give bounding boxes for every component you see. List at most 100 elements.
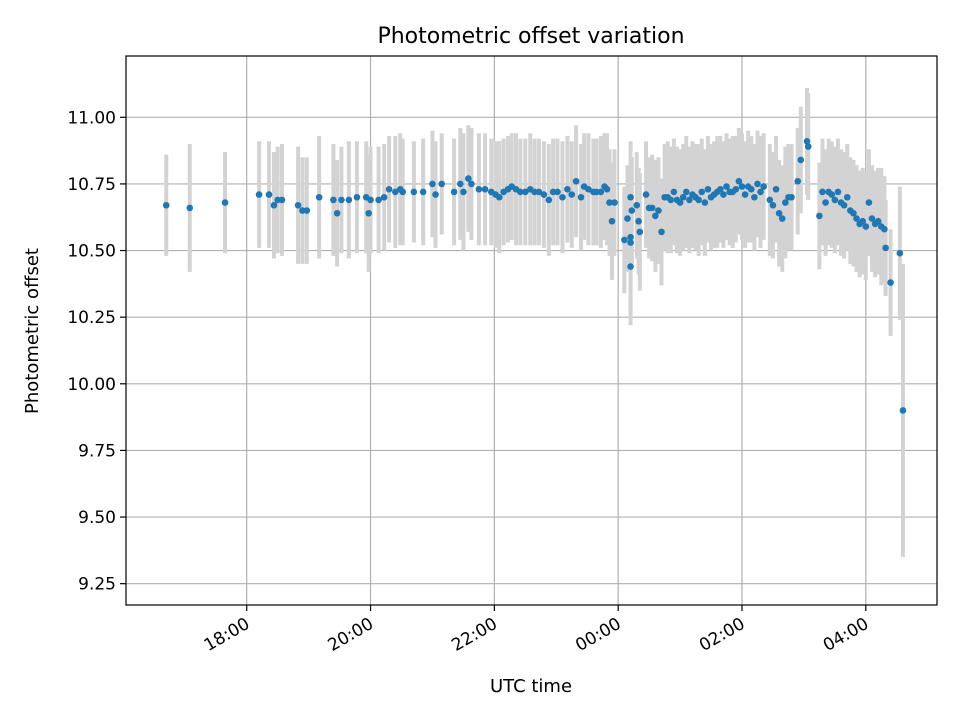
data-point: [874, 217, 882, 225]
data-point: [717, 185, 724, 193]
data-point: [540, 191, 548, 198]
data-point: [853, 215, 860, 222]
data-point: [585, 185, 592, 193]
data-point: [859, 217, 867, 225]
data-point: [333, 209, 341, 217]
data-point: [535, 188, 543, 196]
data-point: [635, 217, 642, 225]
data-point: [621, 236, 628, 244]
data-point: [695, 196, 702, 204]
data-point: [572, 177, 580, 185]
data-point: [627, 233, 634, 241]
data-point: [882, 244, 889, 252]
data-point: [624, 215, 631, 222]
data-point: [741, 191, 749, 198]
data-point: [330, 196, 337, 204]
data-point: [679, 193, 687, 201]
y-tick-label: 10.75: [67, 175, 116, 195]
data-point: [766, 196, 774, 204]
data-point: [732, 185, 740, 193]
data-point: [655, 207, 662, 214]
data-point: [747, 185, 755, 193]
data-point: [399, 188, 407, 196]
data-point: [559, 193, 566, 201]
plot-frame: [125, 55, 938, 606]
data-point: [704, 185, 712, 193]
data-point: [564, 185, 571, 193]
data-point: [667, 196, 675, 204]
y-tick-label: 9.25: [78, 575, 116, 595]
data-point: [608, 217, 616, 225]
data-point: [735, 177, 743, 185]
y-tick-label: 9.75: [78, 441, 116, 461]
data-point: [652, 212, 659, 220]
y-tick-label: 10.25: [67, 308, 116, 328]
data-point: [887, 279, 894, 286]
data-points: [162, 137, 907, 414]
data-point: [278, 196, 286, 204]
data-point: [843, 193, 851, 201]
data-point: [429, 180, 436, 188]
data-point: [522, 188, 529, 196]
data-point: [834, 188, 842, 196]
data-point: [831, 196, 839, 204]
data-point: [392, 188, 399, 196]
y-tick-label: 10.50: [67, 242, 116, 262]
y-tick-label: 9.50: [78, 508, 116, 528]
data-point: [633, 201, 641, 209]
data-point: [816, 212, 823, 220]
data-point: [899, 407, 907, 414]
data-point: [410, 188, 418, 196]
data-point: [868, 215, 876, 222]
data-point: [896, 249, 904, 257]
data-point: [568, 191, 576, 198]
data-point: [636, 228, 644, 236]
data-point: [782, 199, 789, 206]
data-point: [603, 185, 611, 193]
data-point: [315, 193, 323, 201]
data-point: [642, 191, 650, 198]
data-point: [294, 201, 302, 209]
data-point: [465, 175, 472, 182]
data-point: [606, 199, 613, 206]
data-point: [338, 196, 345, 204]
y-axis-ticks: 9.25 9.50 9.75 10.00 10.25 10.50 10.75 11.00: [67, 108, 126, 595]
data-point: [822, 199, 829, 206]
data-point: [682, 188, 690, 196]
data-point: [676, 199, 684, 206]
data-point: [797, 156, 805, 164]
y-axis-label: Photometric offset: [22, 248, 43, 414]
data-point: [701, 199, 709, 206]
data-point: [862, 223, 870, 230]
data-point: [804, 143, 812, 150]
data-point: [380, 193, 388, 201]
data-point: [828, 191, 836, 198]
data-point: [627, 263, 634, 270]
data-point: [597, 188, 605, 196]
data-point: [698, 188, 706, 196]
data-point: [367, 196, 374, 204]
data-point: [723, 183, 730, 190]
data-point: [221, 199, 229, 206]
data-point: [738, 183, 746, 190]
data-point: [769, 201, 777, 209]
y-tick-label: 11.00: [67, 108, 116, 128]
data-point: [627, 193, 634, 201]
data-point: [481, 185, 489, 193]
data-point: [577, 193, 585, 201]
data-point: [794, 177, 802, 185]
data-point: [720, 191, 727, 198]
data-point: [775, 209, 783, 217]
data-point: [648, 204, 656, 212]
data-point: [468, 180, 475, 188]
data-point: [670, 188, 678, 196]
data-point: [628, 207, 636, 214]
data-point: [611, 199, 618, 206]
y-tick-label: 10.00: [67, 375, 116, 395]
data-point: [658, 228, 665, 236]
data-point: [754, 180, 761, 188]
data-point: [788, 193, 795, 201]
data-point: [803, 137, 811, 145]
data-point: [686, 196, 693, 204]
